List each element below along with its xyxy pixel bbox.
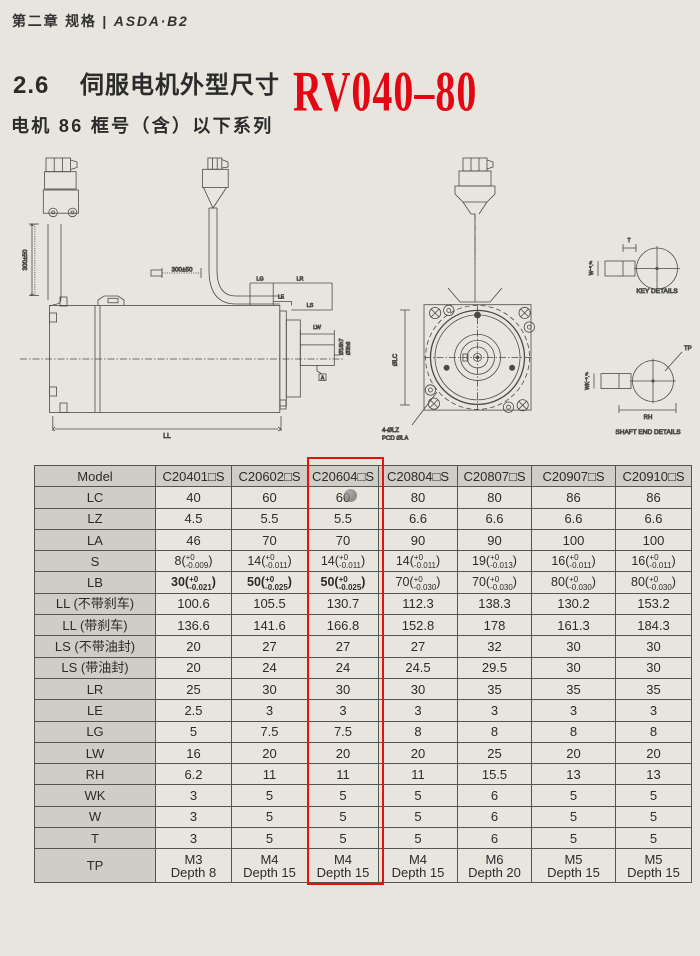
svg-text:LL: LL — [163, 433, 171, 440]
svg-text:LR: LR — [296, 277, 303, 283]
svg-text:LW: LW — [313, 325, 322, 331]
svg-text:TP: TP — [684, 346, 692, 352]
svg-text:W⁻⁰.⁰¹: W⁻⁰.⁰¹ — [589, 260, 595, 275]
svg-text:LG: LG — [256, 277, 263, 283]
svg-text:LS: LS — [307, 303, 314, 309]
svg-text:RH: RH — [644, 415, 653, 421]
svg-text:4-ØLZ: 4-ØLZ — [382, 428, 399, 434]
svg-text:LE: LE — [278, 295, 285, 301]
svg-text:SHAFT END DETAILS: SHAFT END DETAILS — [615, 429, 681, 436]
svg-text:T: T — [627, 238, 631, 244]
svg-text:300±50: 300±50 — [22, 249, 29, 270]
svg-text:300±50: 300±50 — [172, 267, 193, 274]
svg-text:PCD ØLA: PCD ØLA — [382, 436, 408, 440]
svg-text:Ø16h7: Ø16h7 — [339, 338, 345, 355]
svg-text:ØLC: ØLC — [393, 353, 399, 366]
svg-text:Ø3h6: Ø3h6 — [346, 342, 352, 355]
svg-text:WK⁻⁰.⁰¹: WK⁻⁰.⁰¹ — [585, 372, 591, 390]
